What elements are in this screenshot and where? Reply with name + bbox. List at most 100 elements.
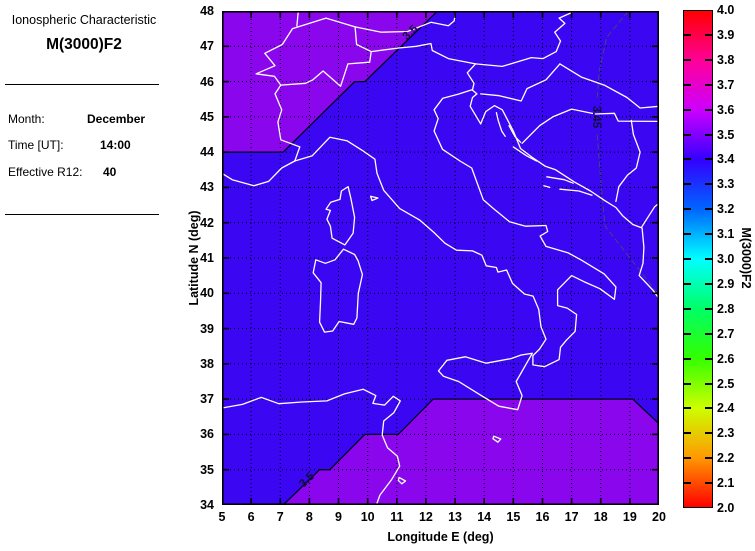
colorbar-tick-mark <box>684 183 691 186</box>
colorbar-tick-mark <box>705 332 712 335</box>
coastline-malta <box>492 435 502 443</box>
coastline-europe-italy <box>221 89 660 368</box>
colorbar-tick-mark <box>684 108 691 111</box>
colorbar-tick-mark <box>705 432 712 435</box>
colorbar-tick-mark <box>705 282 712 285</box>
y-tick-label: 36 <box>200 427 214 442</box>
colorbar-tick-mark <box>684 258 691 260</box>
coastline-north-africa <box>221 388 401 506</box>
colorbar-tick-mark <box>705 233 712 236</box>
x-tick-label: 11 <box>390 510 404 524</box>
border-rhine <box>296 10 299 27</box>
colorbar-tick-label: 3.2 <box>717 202 735 217</box>
colorbar-tick-mark <box>705 258 712 260</box>
r12-label: Effective R12: <box>8 165 83 179</box>
month-row: Month: December <box>8 112 173 128</box>
border-italy-austria <box>370 42 477 65</box>
y-tick-label: 35 <box>200 462 214 477</box>
colorbar-tick-label: 4.0 <box>717 3 735 17</box>
colorbar-tick-mark <box>705 357 712 360</box>
colorbar-tick-mark <box>705 307 712 310</box>
colorbar-tick-mark <box>684 332 691 335</box>
border-croatia-bosnia <box>521 108 660 144</box>
coastline-island-hvar <box>546 176 574 184</box>
y-tick-label: 39 <box>200 321 214 336</box>
colorbar-tick-label: 2.4 <box>717 401 735 416</box>
colorbar-tick-mark <box>684 133 691 136</box>
colorbar-tick-label: 2.6 <box>717 351 735 366</box>
colorbar-tick-label: 2.0 <box>717 501 735 515</box>
characteristic-name: M(3000)F2 <box>46 36 122 53</box>
x-axis-label: Longitude E (deg) <box>387 530 494 544</box>
y-tick-label: 34 <box>200 498 214 512</box>
time-label: Time [UT]: <box>8 138 64 152</box>
x-tick-label: 9 <box>335 510 342 524</box>
colorbar-tick-mark <box>705 133 712 136</box>
colorbar-tick-mark <box>684 58 691 61</box>
colorbar-tick-label: 3.4 <box>717 152 735 167</box>
colorbar-tick-mark <box>684 457 691 460</box>
coastline-island-dugi-otok <box>512 146 538 162</box>
x-tick-label: 20 <box>652 510 666 524</box>
colorbar-tick-mark <box>705 382 712 385</box>
time-value: 14:00 <box>100 138 131 152</box>
colorbar-tick-mark <box>705 208 712 211</box>
month-label: Month: <box>8 112 45 126</box>
colorbar-tick-label: 2.7 <box>717 326 735 341</box>
colorbar-tick-mark <box>705 58 712 61</box>
x-tick-label: 10 <box>360 510 375 524</box>
border-slovenia-croatia <box>480 63 561 102</box>
colorbar-tick-mark <box>705 457 712 460</box>
divider-top <box>5 84 159 85</box>
x-tick-label: 8 <box>305 510 313 524</box>
y-tick-label: 46 <box>200 74 214 89</box>
colorbar-tick-mark <box>684 482 691 485</box>
colorbar-tick-mark <box>684 33 691 36</box>
colorbar-tick-mark <box>705 108 712 111</box>
contour-line-3-45 <box>596 10 629 98</box>
y-tick-label: 37 <box>200 392 214 407</box>
border-austria-hungary <box>474 10 576 68</box>
colorbar-tick-label: 2.5 <box>717 376 735 391</box>
coastline-island-korcula <box>559 188 593 196</box>
colorbar-tick-mark <box>705 33 712 36</box>
x-tick-label: 15 <box>506 510 521 524</box>
x-tick-label: 16 <box>535 510 550 524</box>
colorbar-tick-mark <box>705 183 712 186</box>
colorbar-tick-mark <box>684 233 691 236</box>
y-tick-label: 38 <box>200 356 214 371</box>
colorbar-tick-mark <box>684 208 691 211</box>
map-canvas: 3.53.453.5 <box>221 10 660 506</box>
colorbar-tick-mark <box>705 158 712 161</box>
border-germany-austria <box>354 10 457 33</box>
coastline-elba <box>369 195 379 202</box>
colorbar-tick-label: 2.1 <box>717 476 735 491</box>
colorbar-tick-label: 2.8 <box>717 301 735 316</box>
x-tick-label: 19 <box>622 510 637 524</box>
colorbar-tick-label: 3.9 <box>717 27 735 42</box>
border-france-italy <box>274 84 301 162</box>
x-tick-label: 6 <box>247 510 255 524</box>
r12-row: Effective R12: 40 <box>8 165 173 181</box>
characteristic-heading: Ionospheric Characteristic <box>11 13 157 27</box>
plot-border <box>222 11 659 505</box>
y-tick-label: 43 <box>200 180 214 195</box>
colorbar-tick-label: 2.3 <box>717 426 735 441</box>
colorbar-tick-label: 3.8 <box>717 52 735 67</box>
y-tick-label: 48 <box>200 4 214 18</box>
colorbar-tick-label: 3.1 <box>717 227 735 242</box>
colorbar-tick-mark <box>684 357 691 360</box>
border-italy-slovenia <box>466 63 477 91</box>
colorbar-tick-label: 3.7 <box>717 77 735 92</box>
border-hungary-croatia <box>559 63 660 109</box>
time-row: Time [UT]: 14:00 <box>8 138 173 154</box>
x-tick-label: 5 <box>218 510 226 524</box>
colorbar-tick-mark <box>684 382 691 385</box>
r12-value: 40 <box>103 165 117 179</box>
colorbar-tick-label: 3.5 <box>717 127 735 142</box>
colorbar-tick-mark <box>684 432 691 435</box>
y-tick-label: 44 <box>200 145 214 160</box>
coastline-sardinia <box>312 248 364 333</box>
colorbar-tick-mark <box>684 158 691 161</box>
